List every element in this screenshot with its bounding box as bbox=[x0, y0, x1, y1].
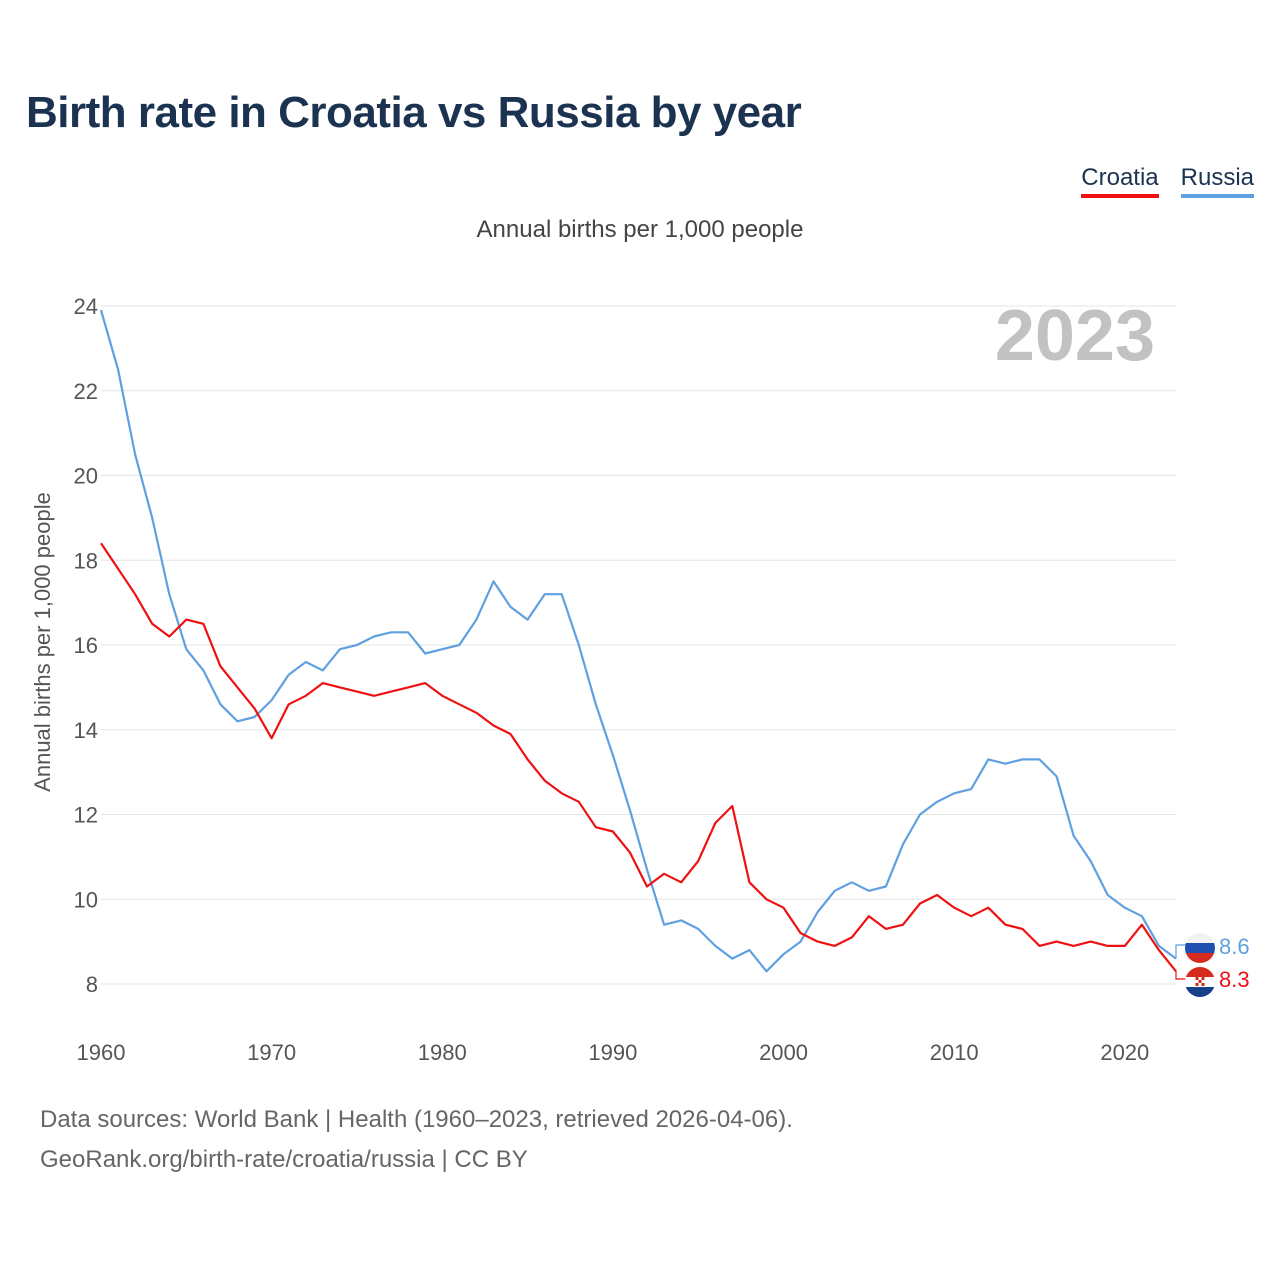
gridlines bbox=[101, 305, 1176, 985]
y-tick-22: 22 bbox=[74, 379, 98, 404]
legend: Croatia Russia bbox=[1081, 164, 1254, 198]
line-chart: 8 10 12 14 16 18 20 22 24 1960 1970 1980 1990 2000 20… bbox=[30, 294, 1250, 1065]
end-markers: 8.68.3 bbox=[1175, 933, 1250, 997]
x-tick-1980: 1980 bbox=[418, 1040, 467, 1065]
x-tick-1990: 1990 bbox=[588, 1040, 637, 1065]
y-tick-18: 18 bbox=[74, 548, 98, 573]
x-tick-2000: 2000 bbox=[759, 1040, 808, 1065]
end-label-croatia: 8.3 bbox=[1219, 967, 1250, 992]
series-line-croatia[interactable] bbox=[100, 542, 1177, 972]
y-axis-label: Annual births per 1,000 people bbox=[30, 492, 55, 792]
x-tick-2010: 2010 bbox=[930, 1040, 979, 1065]
y-axis-ticks: 8 10 12 14 16 18 20 22 24 bbox=[74, 294, 98, 997]
connector-russia bbox=[1175, 944, 1186, 959]
series-line-russia[interactable] bbox=[99, 309, 1177, 973]
y-tick-12: 12 bbox=[74, 803, 98, 828]
y-tick-20: 20 bbox=[74, 464, 98, 489]
x-axis-ticks: 1960 1970 1980 1990 2000 2010 2020 bbox=[77, 1040, 1150, 1065]
y-tick-24: 24 bbox=[74, 294, 98, 319]
croatia-flag-icon bbox=[1185, 967, 1215, 997]
series-lines bbox=[99, 309, 1177, 973]
legend-item-russia[interactable]: Russia bbox=[1180, 164, 1254, 198]
chart-title: Birth rate in Croatia vs Russia by year bbox=[26, 88, 802, 137]
chart-subtitle: Annual births per 1,000 people bbox=[476, 216, 804, 243]
y-tick-16: 16 bbox=[74, 633, 98, 658]
legend-item-croatia[interactable]: Croatia bbox=[1081, 164, 1159, 198]
x-tick-2020: 2020 bbox=[1100, 1040, 1149, 1065]
end-label-russia: 8.6 bbox=[1219, 934, 1250, 959]
y-tick-10: 10 bbox=[74, 887, 98, 912]
connector-croatia bbox=[1175, 971, 1186, 980]
current-year-label: 2023 bbox=[995, 296, 1155, 376]
source-line-2[interactable]: GeoRank.org/birth-rate/croatia/russia | … bbox=[40, 1146, 528, 1173]
x-tick-1960: 1960 bbox=[77, 1040, 126, 1065]
x-tick-1970: 1970 bbox=[247, 1040, 296, 1065]
russia-flag-icon bbox=[1185, 933, 1215, 963]
y-tick-14: 14 bbox=[74, 718, 98, 743]
y-tick-8: 8 bbox=[86, 972, 98, 997]
source-line-1: Data sources: World Bank | Health (1960–… bbox=[40, 1106, 793, 1133]
